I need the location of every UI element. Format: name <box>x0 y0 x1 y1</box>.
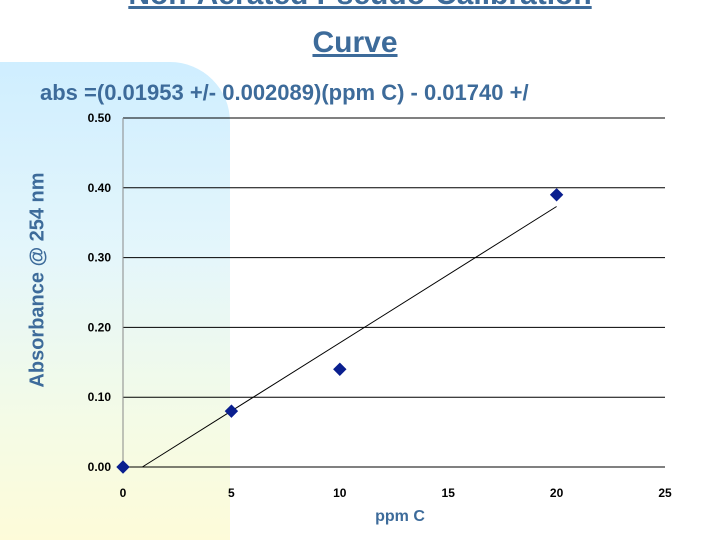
data-point-3 <box>549 188 564 202</box>
data-points <box>116 188 564 474</box>
x-tick-label-3: 15 <box>442 486 456 500</box>
x-tick-label-0: 0 <box>120 486 127 500</box>
data-point-1 <box>224 404 239 418</box>
gridlines <box>123 117 665 398</box>
x-tick-label-1: 5 <box>228 486 235 500</box>
x-axis-label: ppm C <box>375 508 425 525</box>
slide-title-line1: Non-Aerated Pseudo-Calibration <box>0 0 720 12</box>
axes <box>122 118 665 468</box>
y-tick-label-2: 0.20 <box>88 320 112 334</box>
regression-equation: abs =(0.01953 +/- 0.002089)(ppm C) - 0.0… <box>40 80 529 105</box>
slide-title-line2: Curve <box>312 26 398 59</box>
x-tick-label-4: 20 <box>550 486 564 500</box>
trendline <box>142 206 557 468</box>
y-tick-label-5: 0.50 <box>88 111 112 125</box>
trendline-group <box>142 206 557 468</box>
data-point-2 <box>333 362 347 376</box>
decorative-gradient-band <box>0 62 230 540</box>
tick-labels: 0.00 0.10 0.20 0.30 0.40 0.50 0 5 10 15 20 25 <box>88 111 672 500</box>
data-point-0 <box>116 460 130 474</box>
x-tick-label-5: 25 <box>658 486 672 500</box>
y-tick-label-0: 0.00 <box>88 460 112 474</box>
y-tick-label-1: 0.10 <box>88 390 112 404</box>
x-tick-label-2: 10 <box>333 486 347 500</box>
y-tick-label-3: 0.30 <box>88 251 112 265</box>
y-tick-label-4: 0.40 <box>88 181 112 195</box>
